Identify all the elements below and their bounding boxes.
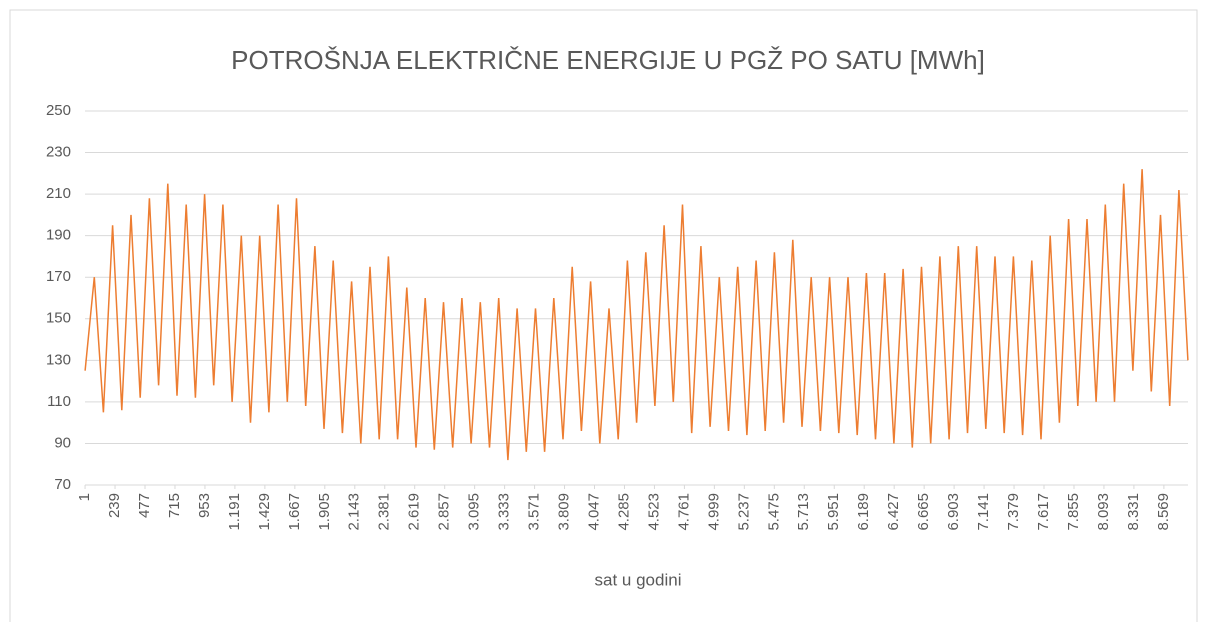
x-tick-label: 4.999 — [705, 493, 722, 531]
x-tick-label: 4.523 — [645, 493, 662, 531]
x-tick-label: 953 — [196, 493, 213, 518]
x-tick-label: 7.141 — [975, 493, 992, 531]
x-tick-label: 2.381 — [376, 493, 393, 531]
x-tick-label: 5.475 — [765, 493, 782, 531]
x-tick-label: 1.905 — [316, 493, 333, 531]
y-tick-label: 70 — [54, 476, 71, 493]
x-tick-label: 8.093 — [1095, 493, 1112, 531]
chart-title: POTROŠNJA ELEKTRIČNE ENERGIJE U PGŽ PO S… — [231, 45, 985, 75]
x-tick-label: 5.237 — [735, 493, 752, 531]
x-tick-label: 4.761 — [675, 493, 692, 531]
x-tick-label: 1.191 — [226, 493, 243, 531]
x-tick-label: 6.427 — [885, 493, 902, 531]
x-tick-label: 6.665 — [915, 493, 932, 531]
x-tick-label: 5.951 — [825, 493, 842, 531]
y-tick-label: 170 — [46, 268, 71, 285]
x-tick-label: 3.333 — [496, 493, 513, 531]
x-tick-label: 477 — [136, 493, 153, 518]
y-tick-label: 210 — [46, 185, 71, 202]
x-tick-label: 6.189 — [855, 493, 872, 531]
x-tick-label: 2.857 — [436, 493, 453, 531]
y-tick-label: 250 — [46, 102, 71, 119]
x-tick-label: 7.617 — [1035, 493, 1052, 531]
y-tick-label: 150 — [46, 310, 71, 327]
y-tick-label: 190 — [46, 227, 71, 244]
x-tick-label: 4.285 — [615, 493, 632, 531]
y-tick-label: 110 — [47, 393, 71, 410]
x-tick-label: 8.331 — [1125, 493, 1142, 531]
x-tick-label: 7.379 — [1005, 493, 1022, 531]
x-tick-label: 239 — [106, 493, 123, 518]
x-tick-label: 3.571 — [526, 493, 543, 531]
y-tick-label: 90 — [54, 434, 71, 451]
x-tick-label: 1.667 — [286, 493, 303, 531]
x-tick-label: 3.095 — [466, 493, 483, 531]
x-tick-label: 2.619 — [406, 493, 423, 531]
x-tick-label: 4.047 — [585, 493, 602, 531]
x-tick-label: 6.903 — [945, 493, 962, 531]
x-tick-label: 8.569 — [1155, 493, 1172, 531]
x-tick-label: 1 — [76, 493, 93, 501]
x-tick-label: 5.713 — [795, 493, 812, 531]
x-axis-label: sat u godini — [595, 570, 682, 589]
y-tick-label: 130 — [46, 351, 71, 368]
x-tick-label: 3.809 — [556, 493, 573, 531]
data-line — [84, 169, 1189, 461]
x-tick-label: 2.143 — [346, 493, 363, 531]
x-tick-label: 1.429 — [256, 493, 273, 531]
y-tick-label: 230 — [46, 144, 71, 161]
x-tick-label: 7.855 — [1065, 493, 1082, 531]
x-tick-label: 715 — [166, 493, 183, 518]
